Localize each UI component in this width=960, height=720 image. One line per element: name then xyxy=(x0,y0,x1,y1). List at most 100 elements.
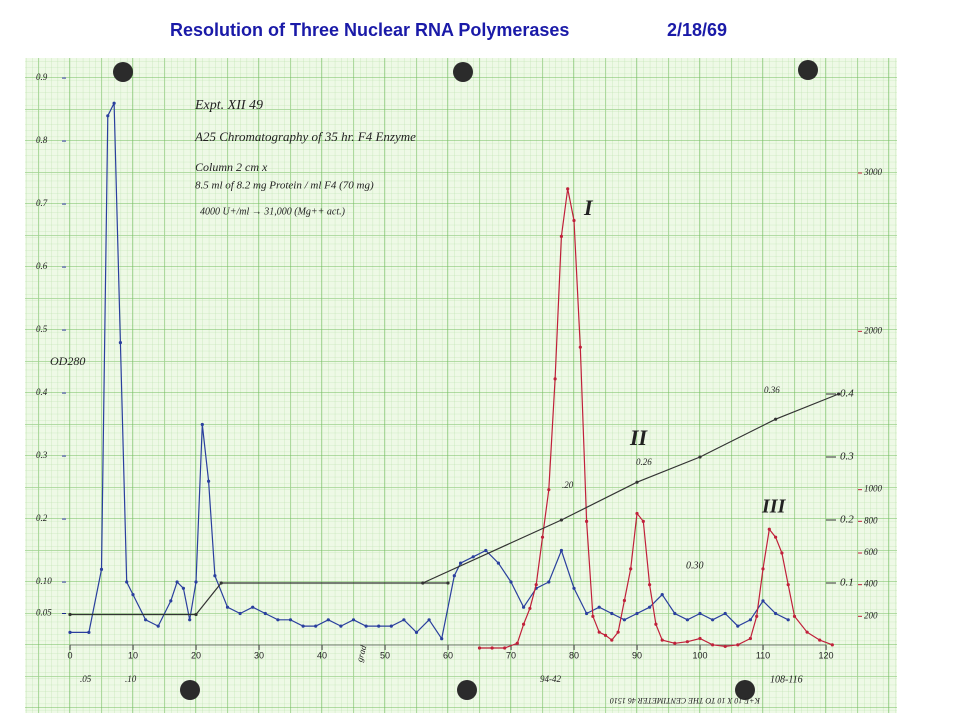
data-point xyxy=(484,548,488,553)
data-point xyxy=(68,612,72,617)
series-line xyxy=(70,102,789,641)
data-point xyxy=(622,598,627,603)
data-point xyxy=(68,630,72,635)
data-point xyxy=(503,646,507,650)
x-tick-label: 80 xyxy=(569,650,579,660)
data-point xyxy=(698,611,702,616)
y-tick-label: 0.6 xyxy=(36,261,48,271)
x-tick-label: 110 xyxy=(756,650,770,660)
annotation: 0.26 xyxy=(636,457,652,467)
data-point xyxy=(471,555,475,559)
data-point xyxy=(169,599,173,603)
y3-tick-label: 0.4 xyxy=(840,388,854,400)
annotation: III xyxy=(761,496,787,518)
punch-holes xyxy=(113,60,818,700)
data-point xyxy=(112,101,116,105)
data-point xyxy=(837,392,841,396)
y3-tick-label: 0.2 xyxy=(840,514,854,526)
annotation: Column 2 cm x xyxy=(195,160,268,174)
x-tick-label: 100 xyxy=(692,650,707,660)
data-point xyxy=(673,611,677,616)
data-point xyxy=(723,644,727,649)
y-tick-label: 0.05 xyxy=(36,608,52,618)
data-point xyxy=(629,567,633,571)
data-point xyxy=(616,630,620,634)
data-point xyxy=(622,618,627,622)
data-point xyxy=(786,618,790,622)
data-point xyxy=(225,605,230,609)
chart-title: Resolution of Three Nuclear RNA Polymera… xyxy=(170,20,569,40)
data-point xyxy=(572,586,576,590)
data-point xyxy=(175,580,179,584)
data-point xyxy=(748,618,753,622)
data-point xyxy=(181,586,185,590)
data-point xyxy=(547,580,551,584)
data-point xyxy=(188,618,192,622)
x-tick-label: 90 xyxy=(632,650,642,660)
data-point xyxy=(118,341,122,345)
y-tick-label: 0.9 xyxy=(36,72,48,82)
y2-tick-label: 400 xyxy=(864,579,878,589)
annotation: II xyxy=(629,425,649,450)
data-point xyxy=(207,479,211,483)
data-point xyxy=(377,624,381,628)
annotation: .20 xyxy=(562,480,574,490)
data-point xyxy=(528,606,532,611)
data-point xyxy=(635,611,639,616)
data-point xyxy=(509,580,513,584)
y-axis-label: OD280 xyxy=(50,354,85,368)
data-point xyxy=(818,638,822,642)
data-point xyxy=(427,618,431,622)
x-tick-label: 10 xyxy=(128,650,138,660)
y-tick-label: 0.8 xyxy=(36,135,48,145)
x-tick-label: 70 xyxy=(506,650,516,660)
data-point xyxy=(578,345,582,349)
annotation: 94-42 xyxy=(540,674,561,684)
data-point xyxy=(421,581,425,585)
data-point xyxy=(131,593,135,597)
data-point xyxy=(711,643,715,647)
annotation: 8.5 ml of 8.2 mg Protein / ml F4 (70 mg) xyxy=(195,180,374,192)
x-tick-label: 0 xyxy=(67,650,72,660)
annotation: I xyxy=(583,195,594,220)
y-tick-label: 0.10 xyxy=(36,576,52,586)
data-point xyxy=(673,641,677,645)
y3-tick-label: 0.1 xyxy=(840,577,854,589)
data-point xyxy=(326,618,330,622)
data-point xyxy=(767,527,771,531)
y2-tick-label: 600 xyxy=(864,547,878,557)
x-tick-label: 50 xyxy=(380,650,390,660)
data-point xyxy=(194,612,198,617)
data-point xyxy=(559,234,564,238)
annotation: grad xyxy=(354,644,368,663)
data-point xyxy=(685,618,690,622)
data-point xyxy=(736,643,740,647)
data-point xyxy=(251,605,255,609)
data-point xyxy=(547,488,551,492)
annotation: A25 Chromatography of 35 hr. F4 Enzyme xyxy=(194,129,416,144)
data-point xyxy=(736,624,740,628)
data-point xyxy=(723,611,727,616)
y-tick-label: 0.4 xyxy=(36,387,48,397)
data-point xyxy=(213,574,217,578)
data-point xyxy=(660,593,664,597)
chart-subtitle: 2/18/69 xyxy=(667,20,727,40)
data-point xyxy=(194,580,198,584)
y-tick-label: 0.2 xyxy=(36,513,48,523)
data-point xyxy=(522,622,526,626)
data-point xyxy=(641,519,645,523)
data-point xyxy=(351,618,356,622)
series-line xyxy=(422,393,839,584)
x-tick-label: 20 xyxy=(191,650,201,660)
data-point xyxy=(591,614,595,618)
data-point xyxy=(219,581,223,585)
data-point xyxy=(452,574,456,578)
data-point xyxy=(774,611,778,616)
data-point xyxy=(654,622,658,626)
data-point xyxy=(125,580,129,584)
y-tick-label: 0.7 xyxy=(36,198,48,208)
data-point xyxy=(603,633,608,637)
data-point xyxy=(301,624,305,628)
data-point xyxy=(496,561,500,565)
